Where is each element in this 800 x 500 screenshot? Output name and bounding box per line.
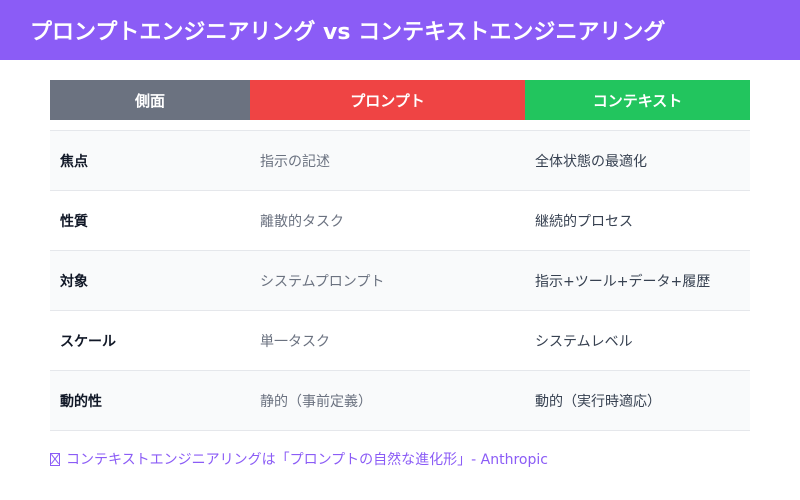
context-cell: 全体状態の最適化 [525,130,750,191]
footnote: コンテキストエンジニアリングは「プロンプトの自然な進化形」- Anthropic [50,449,548,469]
column-header-context: コンテキスト [525,80,750,120]
prompt-cell: システムプロンプト [250,250,525,311]
comparison-table: 側面 プロンプト コンテキスト 焦点 指示の記述 全体状態の最適化 性質 離散的… [50,80,750,431]
context-cell: 動的（実行時適応） [525,370,750,431]
table-row: 対象 システムプロンプト 指示+ツール+データ+履歴 [50,250,750,311]
table-header-row: 側面 プロンプト コンテキスト [50,80,750,120]
column-header-aspect: 側面 [50,80,250,120]
prompt-cell: 離散的タスク [250,190,525,251]
table-row: 性質 離散的タスク 継続的プロセス [50,190,750,251]
title-bar: プロンプトエンジニアリング vs コンテキストエンジニアリング [0,0,800,60]
column-header-prompt: プロンプト [250,80,525,120]
header-spacer [50,120,750,131]
table-row: スケール 単一タスク システムレベル [50,310,750,371]
aspect-cell: 動的性 [50,370,250,431]
aspect-cell: 性質 [50,190,250,251]
prompt-cell: 指示の記述 [250,130,525,191]
aspect-cell: 対象 [50,250,250,311]
footnote-text: コンテキストエンジニアリングは「プロンプトの自然な進化形」- Anthropic [66,452,548,468]
page-title: プロンプトエンジニアリング vs コンテキストエンジニアリング [30,20,666,45]
context-cell: 継続的プロセス [525,190,750,251]
aspect-cell: 焦点 [50,130,250,191]
table-row: 焦点 指示の記述 全体状態の最適化 [50,130,750,191]
prompt-cell: 単一タスク [250,310,525,371]
context-cell: 指示+ツール+データ+履歴 [525,250,750,311]
missing-glyph-icon [50,452,60,466]
aspect-cell: スケール [50,310,250,371]
context-cell: システムレベル [525,310,750,371]
table-row: 動的性 静的（事前定義） 動的（実行時適応） [50,370,750,431]
prompt-cell: 静的（事前定義） [250,370,525,431]
